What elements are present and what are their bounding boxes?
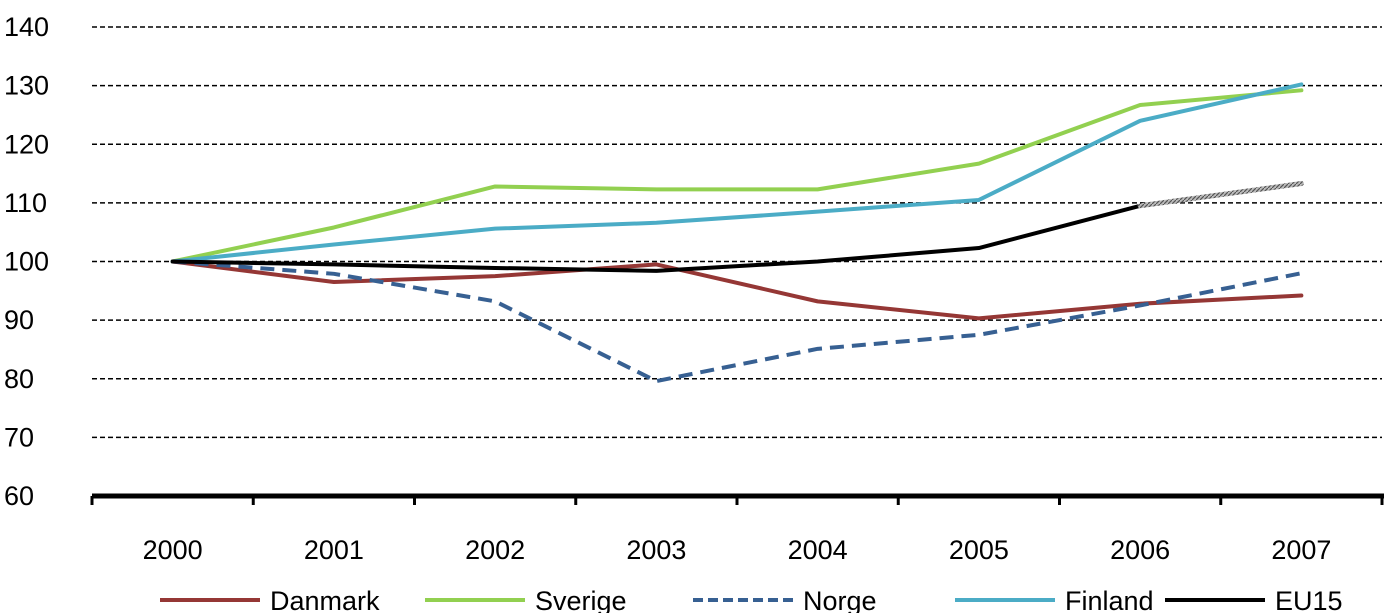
- series-lines: [170, 82, 1304, 384]
- y-tick-label: 100: [4, 247, 49, 277]
- series-line-eu15: [170, 203, 1143, 273]
- y-tick-label: 90: [4, 305, 34, 335]
- x-tick-label: 2004: [788, 535, 848, 565]
- legend-label-eu15: EU15: [1275, 586, 1343, 613]
- y-tick-label: 80: [4, 364, 34, 394]
- y-axis-ticks: 60 70 80 90 100 110 120 130 140: [4, 12, 49, 511]
- series-line-finland: [170, 82, 1304, 264]
- series-line-eu15-estimate: [1137, 181, 1304, 209]
- series-line-danmark: [170, 259, 1304, 321]
- legend-label-danmark: Danmark: [270, 586, 380, 613]
- x-tick-label: 2001: [304, 535, 364, 565]
- x-axis: 2000 2001 2002 2003 2004 2005 2006 2007: [90, 493, 1384, 565]
- legend-label-finland: Finland: [1065, 586, 1154, 613]
- x-tick-label: 2000: [143, 535, 203, 565]
- legend-label-sverige: Sverige: [535, 586, 627, 613]
- x-tick-label: 2007: [1271, 535, 1331, 565]
- gridlines: [92, 26, 1382, 439]
- x-tick-label: 2003: [626, 535, 686, 565]
- x-tick-label: 2005: [949, 535, 1009, 565]
- y-tick-label: 110: [4, 188, 47, 218]
- y-tick-label: 70: [4, 422, 34, 452]
- y-tick-label: 120: [4, 129, 49, 159]
- x-tick-label: 2006: [1110, 535, 1170, 565]
- legend-label-norge: Norge: [803, 586, 877, 613]
- y-tick-label: 130: [4, 71, 49, 101]
- y-tick-label: 60: [4, 481, 34, 511]
- x-tick-label: 2002: [465, 535, 525, 565]
- series-line-sverige: [170, 88, 1304, 264]
- series-line-norge: [172, 259, 1302, 384]
- legend: Danmark Sverige Norge Finland EU15: [160, 586, 1343, 613]
- y-tick-label: 140: [4, 12, 49, 42]
